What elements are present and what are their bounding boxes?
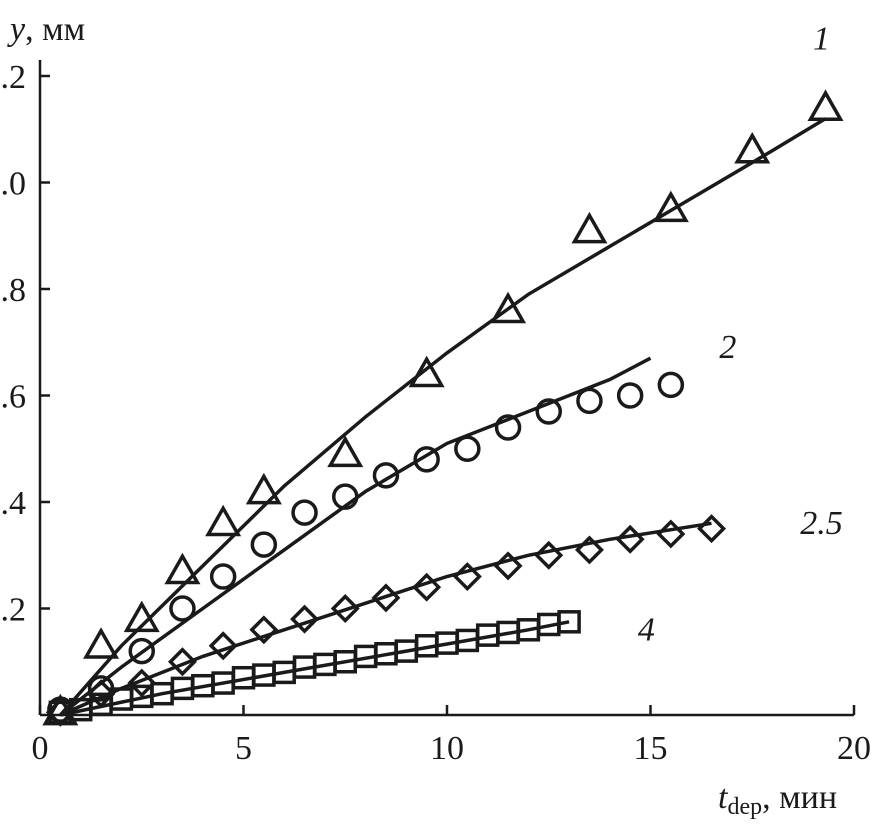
series-label-1: 1 [813,20,830,57]
y-tick-label: 0.8 [0,272,26,309]
marker-triangle-series-1 [490,291,527,324]
marker-diamond-series-2.5 [574,535,604,565]
y-tick-label: 0.4 [0,485,26,522]
marker-triangle-series-1 [807,89,844,121]
fit-line-series-4 [60,620,570,717]
y-tick-label: 0.2 [0,592,26,629]
x-tick-label: 15 [634,730,668,767]
axes [38,60,854,717]
marker-diamond-series-2.5 [656,519,686,549]
marker-diamond-series-2.5 [412,572,442,602]
series-label-2.5: 2.5 [800,505,843,542]
marker-circle-series-2 [128,637,155,665]
x-tick-label: 5 [235,730,252,767]
marker-circle-series-2 [535,398,562,425]
marker-circle-series-2 [372,462,400,489]
marker-diamond-series-2.5 [452,562,482,592]
marker-circle-series-2 [413,446,440,473]
marker-circle-series-2 [576,387,603,415]
marker-circle-series-2 [657,371,685,399]
marker-diamond-series-2.5 [86,679,116,709]
marker-circle-series-2 [291,499,318,526]
marker-circle-series-2 [494,414,522,441]
fit-line-series-2.5 [59,521,712,717]
marker-diamond-series-2.5 [290,604,320,634]
y-axis-unit: , мм [25,11,85,48]
marker-triangle-series-1 [327,435,364,468]
marker-diamond-series-2.5 [330,594,360,623]
x-tick-label: 0 [32,730,49,767]
y-tick-label: 1.2 [0,59,26,96]
x-axis-symbol: t [718,779,729,816]
marker-diamond-series-2.5 [45,697,75,727]
marker-diamond-series-2.5 [208,631,238,661]
x-axis-unit: , мин [762,779,837,816]
x-tick-label: 20 [837,730,871,767]
marker-triangle-series-1 [123,600,160,633]
x-axis-subscript: dep [727,794,762,820]
marker-diamond-series-2.5 [249,615,279,645]
marker-diamond-series-2.5 [167,647,197,677]
fit-line-series-1 [59,117,827,717]
y-tick-label: 1.0 [0,166,26,203]
marker-triangle-series-1 [245,472,282,505]
marker-diamond-series-2.5 [371,583,401,613]
marker-triangle-series-1 [164,552,201,585]
marker-diamond-series-2.5 [127,668,157,698]
marker-circle-series-2 [454,435,481,462]
marker-triangle-series-1 [408,355,445,388]
series-label-4: 4 [638,611,655,648]
marker-diamond-series-2.5 [493,551,523,581]
x-axis-title: tdep, мин [718,779,837,820]
marker-circle-series-2 [169,595,196,622]
marker-triangle-series-1 [652,190,689,223]
marker-triangle-series-1 [205,504,242,537]
marker-diamond-series-2.5 [697,514,727,544]
fit-lines [59,117,827,717]
y-axis-title: y, мм [7,11,85,48]
ticks: 0 5 10 15 20 0.2 0.4 0.6 0.8 1.0 1.2 [0,59,871,767]
marker-triangle-series-1 [83,627,120,659]
series-labels: 122.54 [638,20,843,648]
data-markers [42,89,844,727]
marker-square-series-4 [557,610,581,634]
marker-diamond-series-2.5 [615,524,645,554]
marker-circle-series-2 [616,382,644,409]
marker-triangle-series-1 [734,132,771,164]
series-label-2: 2 [719,329,736,366]
marker-triangle-series-1 [571,211,608,244]
marker-circle-series-2 [250,531,278,558]
marker-circle-series-2 [332,483,359,510]
marker-diamond-series-2.5 [534,540,564,570]
y-tick-label: 0.6 [0,379,26,416]
x-tick-label: 10 [430,730,464,767]
marker-circle-series-2 [209,563,237,590]
y-axis-symbol: y [7,11,26,48]
